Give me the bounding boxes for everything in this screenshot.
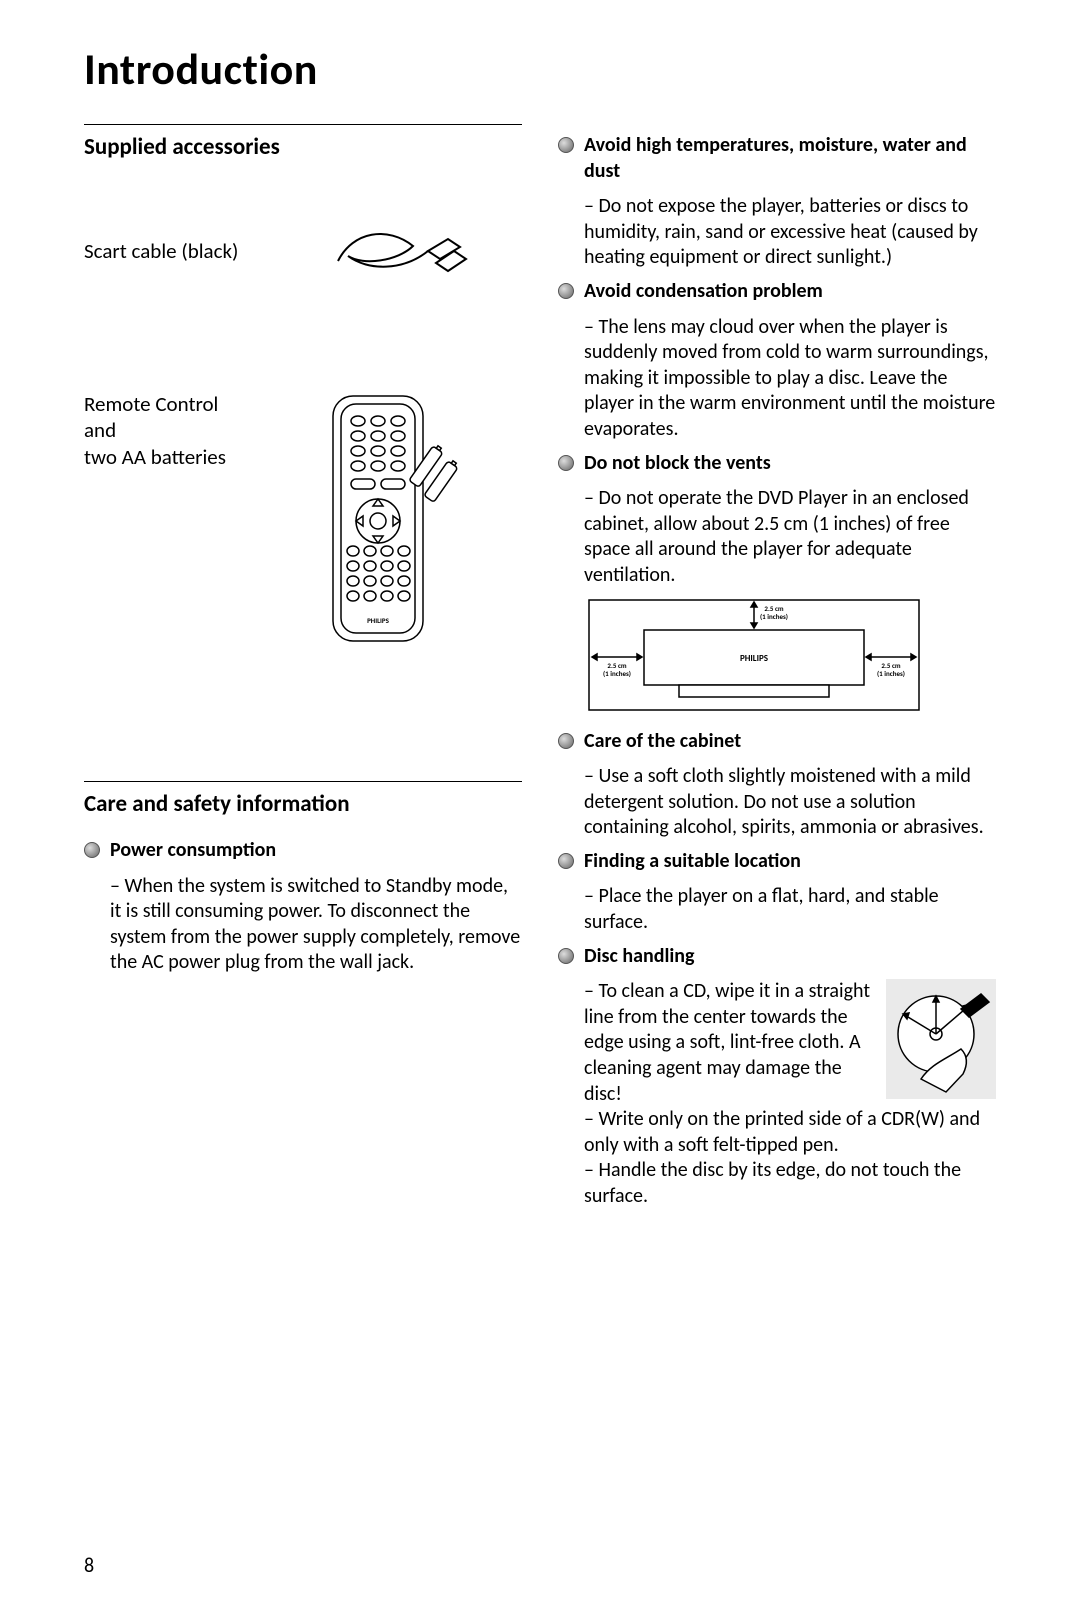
- bullet-text: – Do not expose the player, batteries or…: [558, 194, 996, 271]
- bullet-condensation: Avoid condensation problem: [558, 279, 996, 305]
- svg-text:(1 inches): (1 inches): [760, 612, 788, 621]
- bullet-title: Do not block the vents: [584, 451, 996, 477]
- remote-control-icon: PHILIPS: [274, 391, 522, 651]
- accessory-label: Remote Control and two AA batteries: [84, 391, 254, 470]
- bullet-avoid-temp: Avoid high temperatures, moisture, water…: [558, 133, 996, 184]
- bullet-text-group: – To clean a CD, wipe it in a straight l…: [558, 979, 996, 1209]
- svg-text:(1 inches): (1 inches): [877, 669, 905, 678]
- bullet-title: Care of the cabinet: [584, 729, 996, 755]
- section-rule: [84, 124, 522, 125]
- left-column: Supplied accessories Scart cable (black): [84, 114, 522, 1210]
- section-heading-accessories: Supplied accessories: [84, 133, 522, 161]
- bullet-icon: [558, 283, 574, 299]
- bullet-icon: [558, 733, 574, 749]
- scart-cable-icon: [274, 211, 522, 291]
- vent-brand-label: PHILIPS: [740, 653, 768, 664]
- disc-text-3: – Handle the disc by its edge, do not to…: [584, 1158, 996, 1209]
- bullet-disc-handling: Disc handling: [558, 944, 996, 970]
- svg-text:(1 inches): (1 inches): [603, 669, 631, 678]
- disc-cleaning-icon: [886, 979, 996, 1099]
- ventilation-diagram: PHILIPS 2.5 cm(1 inches) 2.5 cm(1 inches…: [584, 595, 996, 715]
- bullet-icon: [558, 137, 574, 153]
- right-column: Avoid high temperatures, moisture, water…: [558, 114, 996, 1210]
- section-heading-care-safety: Care and safety information: [84, 790, 522, 818]
- manual-page: Introduction Supplied accessories Scart …: [0, 0, 1080, 1618]
- accessory-row-scart: Scart cable (black): [84, 211, 522, 291]
- bullet-text: – Do not operate the DVD Player in an en…: [558, 486, 996, 588]
- bullet-title: Avoid condensation problem: [584, 279, 996, 305]
- bullet-title: Disc handling: [584, 944, 996, 970]
- bullet-icon: [558, 948, 574, 964]
- bullet-icon: [558, 853, 574, 869]
- bullet-text: – The lens may cloud over when the playe…: [558, 315, 996, 443]
- two-column-layout: Supplied accessories Scart cable (black): [84, 114, 996, 1210]
- bullet-icon: [84, 842, 100, 858]
- svg-text:PHILIPS: PHILIPS: [367, 616, 390, 625]
- bullet-text: – Place the player on a flat, hard, and …: [558, 884, 996, 935]
- section-rule: [84, 781, 522, 782]
- bullet-text: – Use a soft cloth slightly moistened wi…: [558, 764, 996, 841]
- bullet-cabinet-care: Care of the cabinet: [558, 729, 996, 755]
- bullet-power-consumption: Power consumption: [84, 838, 522, 864]
- bullet-vents: Do not block the vents: [558, 451, 996, 477]
- bullet-title: Finding a suitable location: [584, 849, 996, 875]
- bullet-text: – When the system is switched to Standby…: [84, 874, 522, 976]
- bullet-title: Power consumption: [110, 838, 522, 864]
- accessory-row-remote: Remote Control and two AA batteries: [84, 391, 522, 651]
- bullet-icon: [558, 455, 574, 471]
- accessory-label: Scart cable (black): [84, 238, 254, 264]
- page-number: 8: [84, 1554, 94, 1578]
- bullet-location: Finding a suitable location: [558, 849, 996, 875]
- page-title: Introduction: [84, 42, 996, 96]
- bullet-title: Avoid high temperatures, moisture, water…: [584, 133, 996, 184]
- disc-text-2: – Write only on the printed side of a CD…: [584, 1107, 996, 1158]
